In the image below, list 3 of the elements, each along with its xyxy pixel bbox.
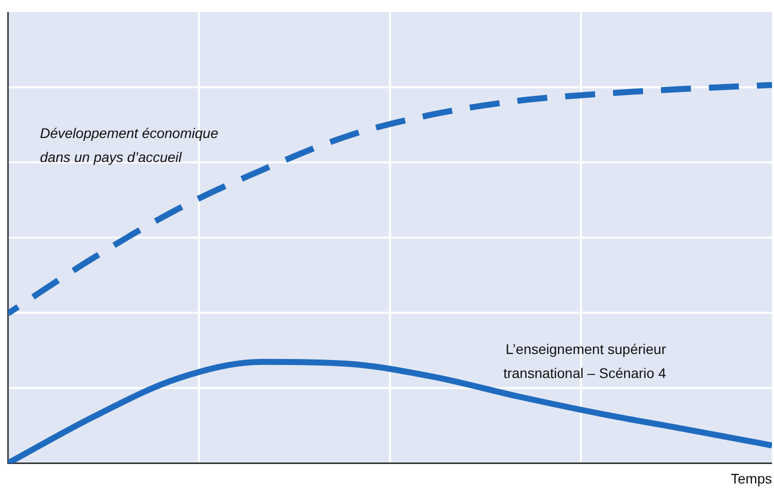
series-label: Développement économique dans un pays d’accueil <box>40 125 218 165</box>
x-axis-title: Temps <box>730 470 772 486</box>
series-label: L’enseignement supérieur transnational – Scénario 4 <box>503 341 666 381</box>
